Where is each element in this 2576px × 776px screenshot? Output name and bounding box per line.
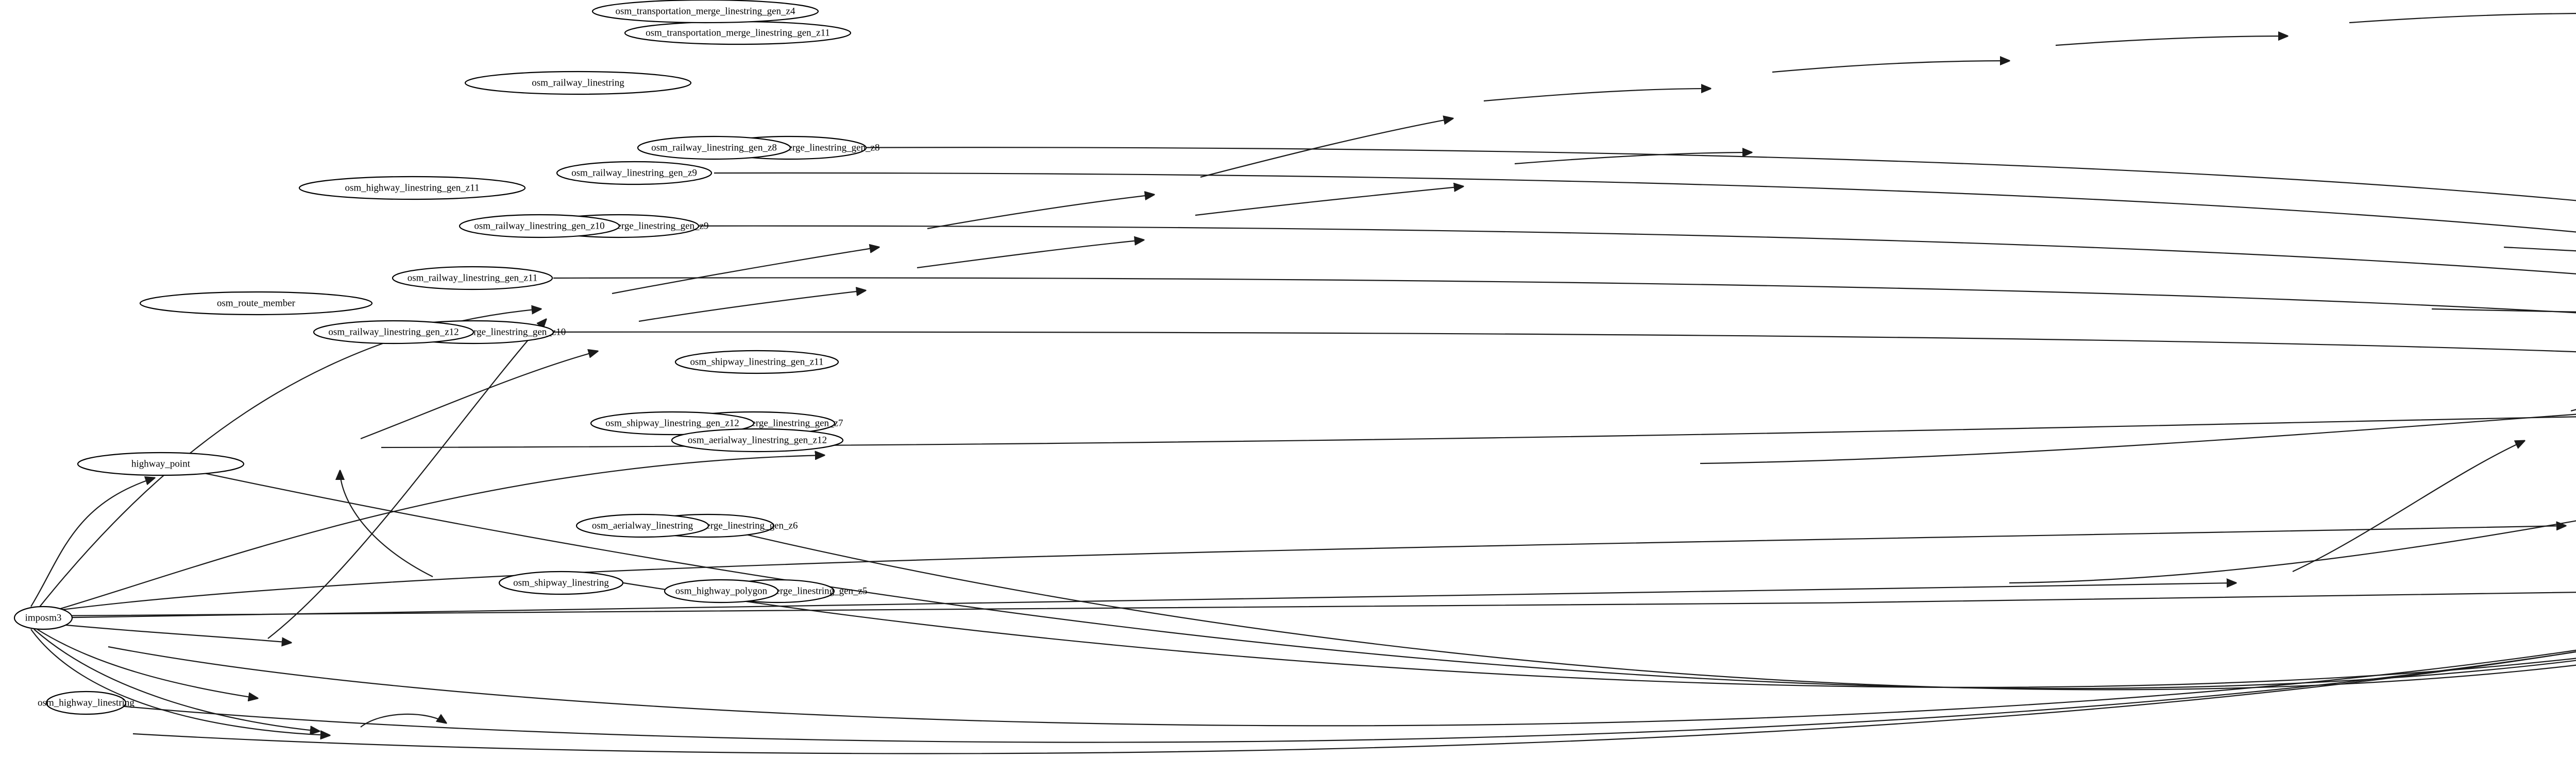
node-osm-shipway-linestring-gen-z11[interactable]: osm_shipway_linestring_gen_z11 (674, 350, 839, 374)
edges-shipway-chain (2292, 409, 2576, 572)
edges-transportation-merge-chain (267, 13, 2576, 639)
node-label: osm_railway_linestring_gen_z11 (408, 272, 538, 283)
node-label: highway_point (131, 458, 191, 469)
node-label: osm_highway_linestring (38, 697, 134, 708)
node-osm-railway-linestring-gen-z12[interactable]: osm_railway_linestring_gen_z12 (313, 320, 474, 344)
node-label: osm_transportation_merge_linestring_gen_… (616, 6, 795, 16)
node-label: imposm3 (25, 612, 62, 623)
node-osm-transportation-merge-linestring-gen-z4[interactable]: osm_transportation_merge_linestring_gen_… (591, 0, 819, 24)
node-label: osm_railway_linestring_gen_z9 (571, 167, 697, 178)
node-osm-railway-linestring[interactable]: osm_railway_linestring (464, 71, 692, 95)
node-imposm3[interactable]: imposm3 (13, 606, 73, 630)
node-label: osm_railway_linestring_gen_z8 (651, 142, 777, 153)
node-label: osm_highway_linestring_gen_z11 (345, 182, 479, 193)
edges-route-member-self-loop (360, 713, 446, 728)
edges-into-layer-transportation (86, 147, 2576, 754)
node-label: osm_railway_linestring_gen_z12 (328, 326, 459, 337)
edges-imposm3-fanout (30, 309, 2576, 735)
node-label: osm_shipway_linestring (513, 577, 609, 588)
node-osm-shipway-linestring-gen-z12[interactable]: osm_shipway_linestring_gen_z12 (590, 411, 755, 436)
node-osm-highway-linestring[interactable]: osm_highway_linestring (38, 691, 134, 715)
node-label: osm_shipway_linestring_gen_z11 (690, 356, 824, 367)
node-osm-transportation-merge-linestring-gen-z11[interactable]: osm_transportation_merge_linestring_gen_… (624, 21, 852, 45)
node-label: osm_aerialway_linestring_gen_z12 (688, 435, 827, 445)
graph-nodes-layer: imposm3 osm_highway_linestring highway_p… (13, 0, 879, 715)
node-label: osm_route_member (217, 298, 296, 308)
node-osm-railway-linestring-gen-z10[interactable]: osm_railway_linestring_gen_z10 (459, 214, 620, 238)
node-label: osm_transportation_merge_linestring_gen_… (646, 27, 830, 38)
node-label: osm_shipway_linestring_gen_z12 (605, 418, 739, 428)
node-osm-highway-polygon[interactable]: osm_highway_polygon (664, 579, 779, 603)
node-label: osm_highway_polygon (675, 585, 768, 596)
edges-railway-chain (340, 152, 1752, 577)
node-osm-railway-linestring-gen-z9[interactable]: osm_railway_linestring_gen_z9 (556, 161, 713, 185)
node-osm-aerialway-linestring-gen-z12[interactable]: osm_aerialway_linestring_gen_z12 (671, 428, 844, 453)
node-osm-highway-linestring-gen-z11[interactable]: osm_highway_linestring_gen_z11 (298, 176, 526, 200)
node-label: osm_railway_linestring_gen_z10 (474, 220, 604, 231)
node-highway-point[interactable]: highway_point (77, 452, 245, 476)
node-osm-route-member[interactable]: osm_route_member (139, 291, 373, 316)
node-osm-shipway-linestring[interactable]: osm_shipway_linestring (498, 571, 624, 595)
node-osm-railway-linestring-gen-z11[interactable]: osm_railway_linestring_gen_z11 (392, 266, 553, 290)
node-label: osm_aerialway_linestring (592, 520, 693, 531)
node-label: osm_railway_linestring (532, 77, 624, 88)
node-osm-railway-linestring-gen-z8[interactable]: osm_railway_linestring_gen_z8 (637, 135, 791, 160)
node-osm-aerialway-linestring[interactable]: osm_aerialway_linestring (575, 513, 709, 538)
